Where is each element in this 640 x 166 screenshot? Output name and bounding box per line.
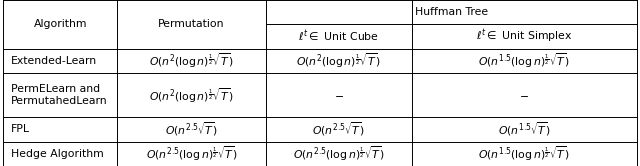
Text: $O(n^{1.5}(\log n)^{\frac{1}{2}}\sqrt{T})$: $O(n^{1.5}(\log n)^{\frac{1}{2}}\sqrt{T}… [478,52,570,70]
Text: $O(n^{2.5}\sqrt{T})$: $O(n^{2.5}\sqrt{T})$ [164,121,218,138]
Text: Hedge Algorithm: Hedge Algorithm [11,149,104,159]
Text: $O(n^{2.5}(\log n)^{\frac{1}{2}}\sqrt{T})$: $O(n^{2.5}(\log n)^{\frac{1}{2}}\sqrt{T}… [292,144,385,163]
Text: $\ell^t \in$ Unit Cube: $\ell^t \in$ Unit Cube [298,29,379,44]
Text: $O(n^2(\log n)^{\frac{1}{2}}\sqrt{T})$: $O(n^2(\log n)^{\frac{1}{2}}\sqrt{T})$ [296,52,381,70]
Text: $\ell^t \in$ Unit Simplex: $\ell^t \in$ Unit Simplex [476,28,572,45]
Text: Huffman Tree: Huffman Tree [415,7,488,17]
Text: FPL: FPL [11,124,30,134]
Text: $O(n^2(\log n)^{\frac{1}{2}}\sqrt{T})$: $O(n^2(\log n)^{\frac{1}{2}}\sqrt{T})$ [149,52,234,70]
Text: Extended-Learn: Extended-Learn [11,56,97,66]
Text: $O(n^{2.5}\sqrt{T})$: $O(n^{2.5}\sqrt{T})$ [312,121,365,138]
Text: Permutation: Permutation [158,19,225,29]
Text: $O(n^{1.5}(\log n)^{\frac{1}{2}}\sqrt{T})$: $O(n^{1.5}(\log n)^{\frac{1}{2}}\sqrt{T}… [478,144,570,163]
Text: $O(n^{2.5}(\log n)^{\frac{1}{2}}\sqrt{T})$: $O(n^{2.5}(\log n)^{\frac{1}{2}}\sqrt{T}… [145,144,237,163]
Text: $-$: $-$ [333,90,344,100]
Text: $-$: $-$ [519,90,529,100]
Text: Algorithm: Algorithm [33,19,87,29]
Text: $O(n^2(\log n)^{\frac{1}{2}}\sqrt{T})$: $O(n^2(\log n)^{\frac{1}{2}}\sqrt{T})$ [149,86,234,105]
Text: PermELearn and
PermutahedLearn: PermELearn and PermutahedLearn [11,84,108,106]
Text: $O(n^{1.5}\sqrt{T})$: $O(n^{1.5}\sqrt{T})$ [497,121,551,138]
